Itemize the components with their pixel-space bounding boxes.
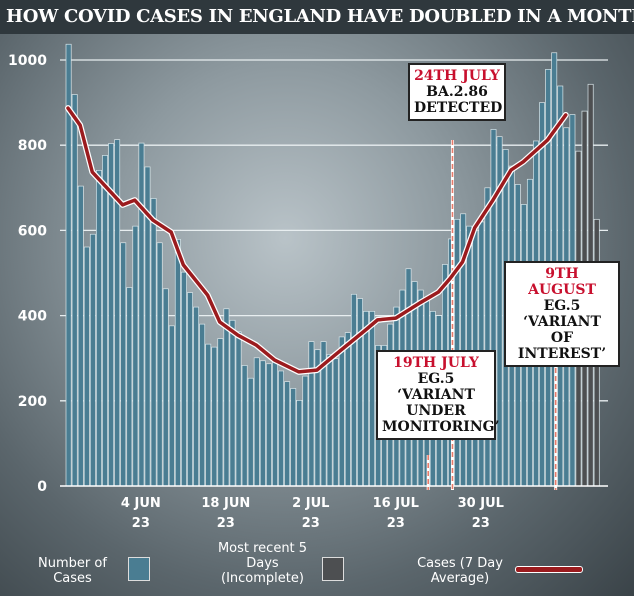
annotation-text: ‘VARIANT bbox=[397, 387, 475, 403]
bar-cases bbox=[302, 375, 309, 487]
bar-cases bbox=[77, 185, 84, 487]
bar-cases bbox=[278, 370, 285, 487]
bar-cases bbox=[357, 298, 363, 487]
y-tick-label: 1000 bbox=[8, 53, 47, 69]
bar-cases bbox=[369, 310, 376, 487]
bar-cases bbox=[338, 336, 345, 487]
bar-cases bbox=[71, 94, 78, 487]
bar-cases bbox=[120, 242, 127, 487]
annotation-text: UNDER bbox=[406, 403, 466, 419]
x-tick-label: 2 JUL bbox=[292, 496, 329, 511]
bar-cases bbox=[180, 271, 187, 487]
annotation-19-july: 19TH JULY EG.5 ‘VARIANT UNDER MONITORING… bbox=[376, 350, 500, 440]
bar-cases bbox=[241, 365, 248, 487]
annotation-text: BA.2.86 bbox=[426, 84, 488, 100]
x-tick-year: 23 bbox=[302, 516, 320, 531]
annotation-text: ‘VARIANT OF bbox=[523, 314, 601, 346]
bar-cases bbox=[223, 308, 230, 487]
bar-cases bbox=[162, 288, 169, 487]
annotation-date: 24TH JULY bbox=[414, 68, 500, 84]
legend-label-average: Cases (7 Day Average) bbox=[417, 556, 503, 586]
annotation-text: EG.5 bbox=[417, 371, 455, 387]
annotation-date: 19TH JULY bbox=[393, 355, 479, 371]
y-tick-label: 200 bbox=[18, 394, 47, 410]
legend-swatch-incomplete bbox=[322, 557, 344, 581]
bar-cases bbox=[95, 169, 102, 487]
bar-cases bbox=[187, 292, 193, 487]
annotation-text: MONITORING’ bbox=[382, 419, 500, 435]
y-tick-label: 0 bbox=[37, 479, 47, 495]
annotation-24-july: 24TH JULY BA.2.86 DETECTED bbox=[408, 63, 506, 121]
bar-cases bbox=[217, 338, 224, 487]
bar-cases bbox=[199, 323, 206, 487]
x-tick-year: 23 bbox=[217, 516, 235, 531]
annotation-text: EG.5 bbox=[543, 298, 581, 314]
bar-cases bbox=[193, 306, 200, 487]
bar-cases bbox=[102, 155, 108, 487]
legend-line-average bbox=[515, 566, 583, 573]
bar-cases bbox=[247, 377, 254, 487]
x-tick-label: 18 JUN bbox=[201, 496, 250, 511]
bar-cases bbox=[235, 331, 242, 487]
x-tick-year: 23 bbox=[132, 516, 150, 531]
bar-cases bbox=[126, 287, 133, 487]
bar-cases bbox=[350, 293, 357, 487]
bar-cases bbox=[150, 198, 157, 487]
legend-label-incomplete: Most recent 5 Days (Incomplete) bbox=[217, 541, 308, 586]
bar-cases bbox=[259, 360, 266, 487]
bar-cases bbox=[265, 363, 272, 487]
annotation-text: INTEREST’ bbox=[517, 346, 607, 362]
annotation-date: 9TH AUGUST bbox=[528, 266, 596, 298]
legend-swatch-cases bbox=[128, 557, 150, 581]
bar-cases bbox=[156, 242, 163, 487]
x-tick-year: 23 bbox=[387, 516, 405, 531]
bar-cases bbox=[484, 187, 491, 487]
y-tick-label: 800 bbox=[18, 138, 47, 154]
bar-cases bbox=[272, 360, 278, 487]
x-tick-year: 23 bbox=[472, 516, 490, 531]
bar-cases bbox=[332, 358, 339, 487]
bar-cases bbox=[114, 139, 121, 487]
legend-label-cases: Number of Cases bbox=[38, 556, 107, 586]
x-tick-label: 30 JUL bbox=[458, 496, 504, 511]
bar-cases bbox=[229, 319, 236, 487]
y-tick-label: 400 bbox=[18, 309, 47, 325]
x-tick-label: 16 JUL bbox=[373, 496, 419, 511]
annotation-9-august: 9TH AUGUST EG.5 ‘VARIANT OF INTEREST’ bbox=[504, 261, 620, 367]
bar-cases bbox=[174, 238, 181, 487]
average-line bbox=[66, 106, 568, 374]
bar-cases bbox=[326, 354, 333, 487]
chart-title: HOW COVID CASES IN ENGLAND HAVE DOUBLED … bbox=[0, 0, 634, 34]
x-tick-label: 4 JUN bbox=[121, 496, 161, 511]
y-tick-label: 600 bbox=[18, 223, 47, 239]
bar-cases bbox=[138, 142, 145, 487]
bar-cases bbox=[284, 381, 291, 487]
bar-cases bbox=[344, 332, 351, 487]
bar-cases bbox=[83, 246, 90, 487]
bar-cases bbox=[253, 357, 260, 487]
bar-cases bbox=[308, 341, 315, 487]
bar-cases bbox=[132, 225, 139, 487]
bar-cases bbox=[363, 310, 369, 487]
bar-cases bbox=[168, 325, 175, 487]
bar-cases bbox=[205, 343, 212, 487]
bar-cases bbox=[211, 346, 218, 487]
bar-cases bbox=[296, 400, 303, 487]
annotation-text: DETECTED bbox=[414, 100, 503, 116]
bar-cases bbox=[89, 233, 96, 487]
bar-cases bbox=[290, 388, 297, 487]
